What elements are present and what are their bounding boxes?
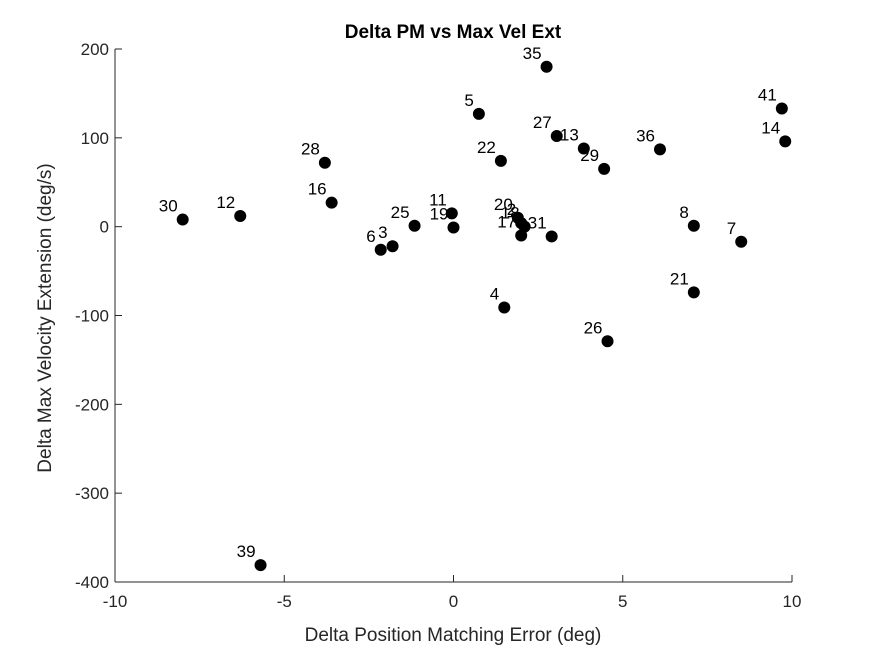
y-tick-label: -400 (75, 573, 109, 592)
data-point-label: 30 (159, 197, 178, 216)
data-point-label: 6 (366, 227, 375, 246)
data-point-label: 14 (761, 118, 780, 137)
data-point (472, 107, 485, 120)
data-point (687, 219, 700, 232)
data-point (386, 240, 399, 253)
data-point-label: 13 (560, 125, 579, 144)
data-point-label: 29 (580, 146, 599, 165)
data-point (254, 559, 267, 572)
data-point-label: 19 (430, 205, 449, 224)
data-point (515, 229, 528, 242)
y-tick-label: 100 (81, 129, 109, 148)
data-point (234, 210, 247, 223)
data-point (775, 102, 788, 115)
data-point-label: 39 (237, 542, 256, 561)
x-tick-label: 0 (449, 592, 458, 611)
data-point (494, 154, 507, 167)
data-point-label: 36 (636, 126, 655, 145)
data-point-label: 16 (308, 180, 327, 199)
data-point (498, 301, 511, 314)
data-point (445, 207, 458, 220)
data-point-label: 35 (523, 44, 542, 63)
data-point (374, 243, 387, 256)
data-point (408, 219, 421, 232)
data-point-label: 41 (758, 86, 777, 105)
data-point-label: 31 (528, 213, 547, 232)
y-tick-label: 200 (81, 40, 109, 59)
data-point-label: 3 (378, 223, 387, 242)
data-point-label: 5 (464, 91, 473, 110)
y-tick-label: -300 (75, 484, 109, 503)
data-point-label: 11 (429, 190, 447, 209)
data-point-label: 22 (477, 138, 496, 157)
data-point-label: 20 (494, 195, 513, 214)
data-point (577, 142, 590, 155)
x-axis-label: Delta Position Matching Error (deg) (305, 625, 602, 646)
data-point-label: 28 (301, 140, 320, 159)
data-point-label: 26 (584, 318, 603, 337)
chart-title: Delta PM vs Max Vel Ext (345, 22, 562, 43)
data-point-label: 27 (533, 113, 552, 132)
data-point-label: 4 (490, 285, 499, 304)
data-point (325, 196, 338, 209)
x-tick-label: -10 (103, 592, 128, 611)
data-point-label: 2 (507, 200, 516, 219)
y-tick-label: 0 (100, 218, 109, 237)
data-point-label: 12 (216, 193, 235, 212)
x-tick-label: 5 (618, 592, 627, 611)
y-tick-label: -200 (75, 395, 109, 414)
data-point-label: 17 (497, 213, 516, 232)
data-point (545, 230, 558, 243)
data-point (318, 156, 331, 169)
data-point (176, 213, 189, 226)
data-point (550, 130, 563, 143)
x-tick-label: -5 (277, 592, 292, 611)
y-tick-label: -100 (75, 307, 109, 326)
data-point-label: 18 (501, 204, 520, 223)
data-point (653, 143, 666, 156)
y-axis-label: Delta Max Velocity Extension (deg/s) (35, 163, 56, 472)
data-point (687, 286, 700, 299)
data-point (598, 162, 611, 175)
data-point (601, 335, 614, 348)
data-point (779, 135, 792, 148)
data-point-label: 7 (727, 219, 736, 238)
data-point-label: 25 (391, 203, 410, 222)
data-point-label: 21 (670, 269, 689, 288)
data-point (540, 60, 553, 73)
data-point (735, 235, 748, 248)
x-tick-label: 10 (783, 592, 802, 611)
data-point (447, 221, 460, 234)
data-point-label: 8 (679, 203, 688, 222)
axes: -10 -5 0 5 10 -400 -300 -200 -100 0 100 200 (75, 40, 801, 611)
